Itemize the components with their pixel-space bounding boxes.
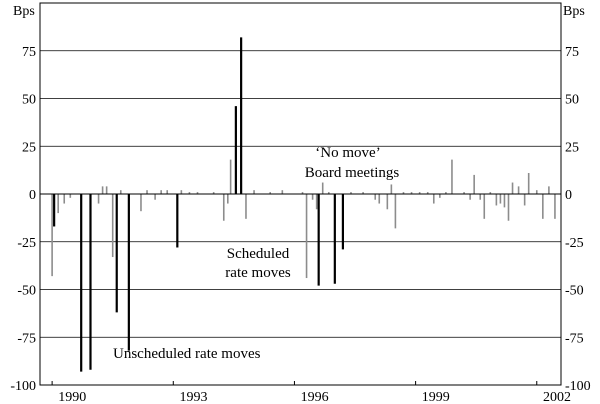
y-tick-label: -75 bbox=[17, 331, 36, 346]
gridlines bbox=[40, 50, 561, 338]
y-tick-label: -25 bbox=[565, 236, 584, 251]
y-tick-label: 50 bbox=[22, 93, 36, 108]
y-tick-label: -100 bbox=[565, 379, 591, 394]
y-tick-label: -50 bbox=[17, 284, 36, 299]
y-tick-labels-right: -100 -75 -50 -25 0 25 50 75 bbox=[565, 45, 591, 394]
annotation-scheduled-line2: rate moves bbox=[225, 265, 291, 281]
x-tick-label: 1990 bbox=[58, 390, 86, 404]
y-tick-labels-left: -100 -75 -50 -25 0 25 50 75 bbox=[10, 45, 36, 394]
annotation-no-move-line2: Board meetings bbox=[305, 165, 400, 181]
x-tick-label: 1999 bbox=[422, 390, 450, 404]
x-tick-label: 1993 bbox=[179, 390, 207, 404]
y-unit-right: Bps bbox=[563, 4, 585, 19]
y-tick-label: 75 bbox=[22, 45, 36, 60]
y-tick-label: -25 bbox=[17, 236, 36, 251]
y-tick-label: 25 bbox=[22, 140, 36, 155]
x-tick-label: 2002 bbox=[543, 390, 571, 404]
y-tick-label: 50 bbox=[565, 93, 579, 108]
y-tick-label: 0 bbox=[29, 188, 36, 203]
y-tick-label: -50 bbox=[565, 284, 584, 299]
annotation-unscheduled: Unscheduled rate moves bbox=[113, 346, 261, 362]
y-tick-label: 25 bbox=[565, 140, 579, 155]
bars bbox=[51, 37, 556, 372]
x-tick-labels: 1990 1993 1996 1999 2002 bbox=[51, 381, 571, 404]
y-unit-left: Bps bbox=[13, 4, 35, 19]
y-tick-label: -100 bbox=[10, 379, 36, 394]
y-tick-label: -75 bbox=[565, 331, 584, 346]
x-tick-label: 1996 bbox=[301, 390, 329, 404]
annotation-no-move-line1: ‘No move’ bbox=[315, 145, 380, 161]
y-tick-label: 75 bbox=[565, 45, 579, 60]
y-tick-label: 0 bbox=[565, 188, 572, 203]
annotation-scheduled-line1: Scheduled bbox=[227, 246, 290, 262]
